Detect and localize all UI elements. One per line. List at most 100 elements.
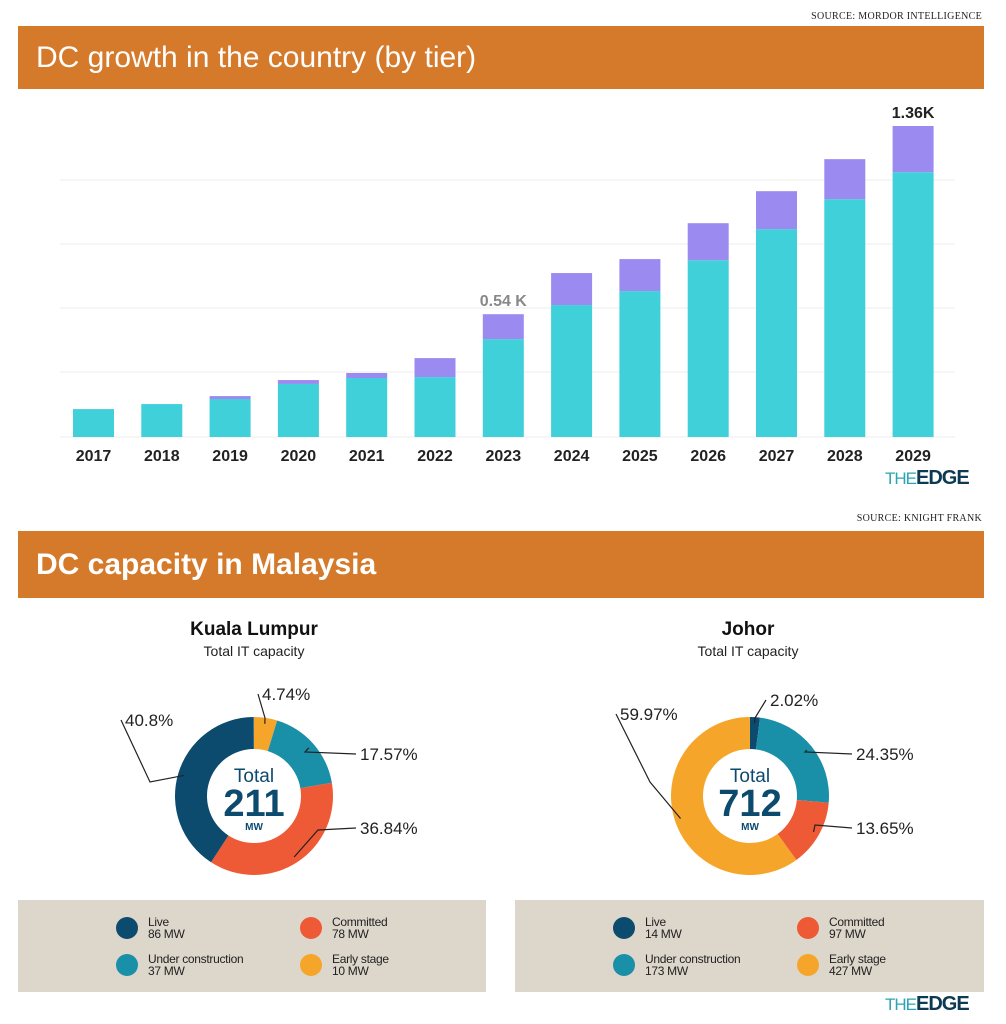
legend-swatch [797, 917, 819, 939]
percent-label: 2.02% [770, 691, 818, 710]
donut-slice [254, 717, 278, 752]
legend-value: 427 MW [829, 964, 872, 978]
johor-legend: Live 14 MW Committed 97 MW Under constructio… [515, 900, 984, 992]
header-growth: DC growth in the country (by tier) [18, 26, 984, 89]
x-tick-label: 2027 [759, 448, 795, 465]
percent-label: 24.35% [856, 745, 914, 764]
source-top: SOURCE: MORDOR INTELLIGENCE [811, 11, 982, 22]
legend-value: 10 MW [332, 964, 369, 978]
bar-segment-top [892, 126, 934, 173]
legend-value: 97 MW [829, 927, 866, 941]
center-total-unit: MW [245, 822, 263, 833]
legend-item: Committed 97 MW [797, 915, 885, 941]
percent-label: 13.65% [856, 819, 914, 838]
center-total-label: Total [730, 766, 770, 787]
donut-slice [750, 717, 760, 750]
kl-title: Kuala Lumpur [190, 619, 318, 640]
bar-segment-top [551, 273, 593, 306]
legend-label: Under construction [148, 952, 244, 966]
donut-slice [175, 717, 254, 863]
source-bottom: SOURCE: KNIGHT FRANK [856, 513, 982, 524]
bar-segment-top [619, 259, 661, 292]
legend-value: 78 MW [332, 927, 369, 941]
legend-value: 86 MW [148, 927, 185, 941]
legend-swatch [116, 917, 138, 939]
legend-value: 37 MW [148, 964, 185, 978]
legend-item: Under construction 37 MW [116, 952, 244, 978]
leader-line [257, 693, 266, 724]
legend-item: Early stage 10 MW [300, 953, 389, 977]
x-tick-label: 2022 [417, 448, 453, 465]
center-total-unit: MW [741, 822, 759, 833]
legend-item: Early stage 427 MW [797, 953, 886, 977]
center-total-value: 211 [223, 783, 284, 825]
x-tick-label: 2026 [690, 448, 726, 465]
the-edge-logo: THEEDGE [885, 993, 970, 1015]
percent-label: 40.8% [125, 711, 173, 730]
legend-label: Committed [829, 915, 885, 929]
legend-value: 173 MW [645, 964, 688, 978]
legend-item: Under construction 173 MW [613, 953, 741, 978]
bar-segment-base [209, 399, 251, 437]
bar-segment-base [482, 339, 524, 437]
legend-swatch [300, 917, 322, 939]
bar-segment-base [277, 383, 319, 437]
percent-label: 36.84% [360, 819, 418, 838]
leader-line [754, 699, 767, 724]
x-tick-label: 2024 [554, 448, 590, 465]
bar-segment-top [277, 380, 319, 384]
legend-item: Live 14 MW [613, 916, 682, 940]
kl-legend: Live 86 MW Committed 78 MW Under constructio… [18, 900, 486, 992]
bar-segment-base [346, 378, 388, 437]
percent-label: 59.97% [620, 705, 678, 724]
header-capacity: DC capacity in Malaysia [18, 531, 984, 598]
data-label: 0.54 K [480, 293, 528, 310]
bar-segment-base [687, 260, 729, 437]
x-tick-label: 2018 [144, 448, 180, 465]
leader-line [303, 747, 357, 755]
bar-segment-top [414, 358, 456, 378]
bar-segment-top [756, 191, 797, 230]
legend-swatch [797, 954, 819, 976]
percent-label: 17.57% [360, 745, 418, 764]
x-tick-label: 2029 [895, 448, 931, 465]
x-tick-label: 2028 [827, 448, 863, 465]
legend-label: Live [645, 915, 666, 929]
bar-segment-top [482, 314, 524, 340]
legend-label: Early stage [829, 952, 886, 966]
data-label: 1.36K [892, 105, 935, 122]
bar-segment-base [892, 172, 934, 438]
bar-segment-base [619, 291, 661, 437]
donut-slice [671, 717, 797, 875]
leader-line [615, 713, 682, 819]
johor-title: Johor [721, 619, 775, 640]
legend-swatch [613, 954, 635, 976]
bar-segment-base [756, 229, 797, 437]
bar-segment-top [346, 372, 388, 379]
percent-label: 4.74% [262, 685, 310, 704]
legend-item: Committed 78 MW [300, 915, 388, 941]
bar-segment-base [824, 199, 866, 437]
x-tick-label: 2021 [349, 448, 385, 465]
bar-segment-base [73, 409, 114, 437]
donut-slice [211, 782, 333, 875]
leader-line [120, 719, 185, 783]
donut-slice [755, 717, 829, 803]
legend-label: Live [148, 915, 169, 929]
x-tick-label: 2017 [76, 448, 112, 465]
donut-slice [777, 800, 829, 860]
bar-segment-top [209, 396, 251, 400]
johor-subtitle: Total IT capacity [697, 643, 799, 659]
x-tick-label: 2023 [486, 448, 522, 465]
center-total-label: Total [234, 766, 274, 787]
the-edge-logo: THEEDGE [885, 467, 970, 489]
legend-label: Committed [332, 915, 388, 929]
leader-line [803, 749, 853, 755]
bar-segment-top [824, 159, 866, 200]
leader-line [293, 827, 357, 858]
x-tick-label: 2020 [281, 448, 317, 465]
bar-segment-base [414, 377, 456, 437]
legend-label: Early stage [332, 952, 389, 966]
donut-slice [267, 720, 332, 789]
